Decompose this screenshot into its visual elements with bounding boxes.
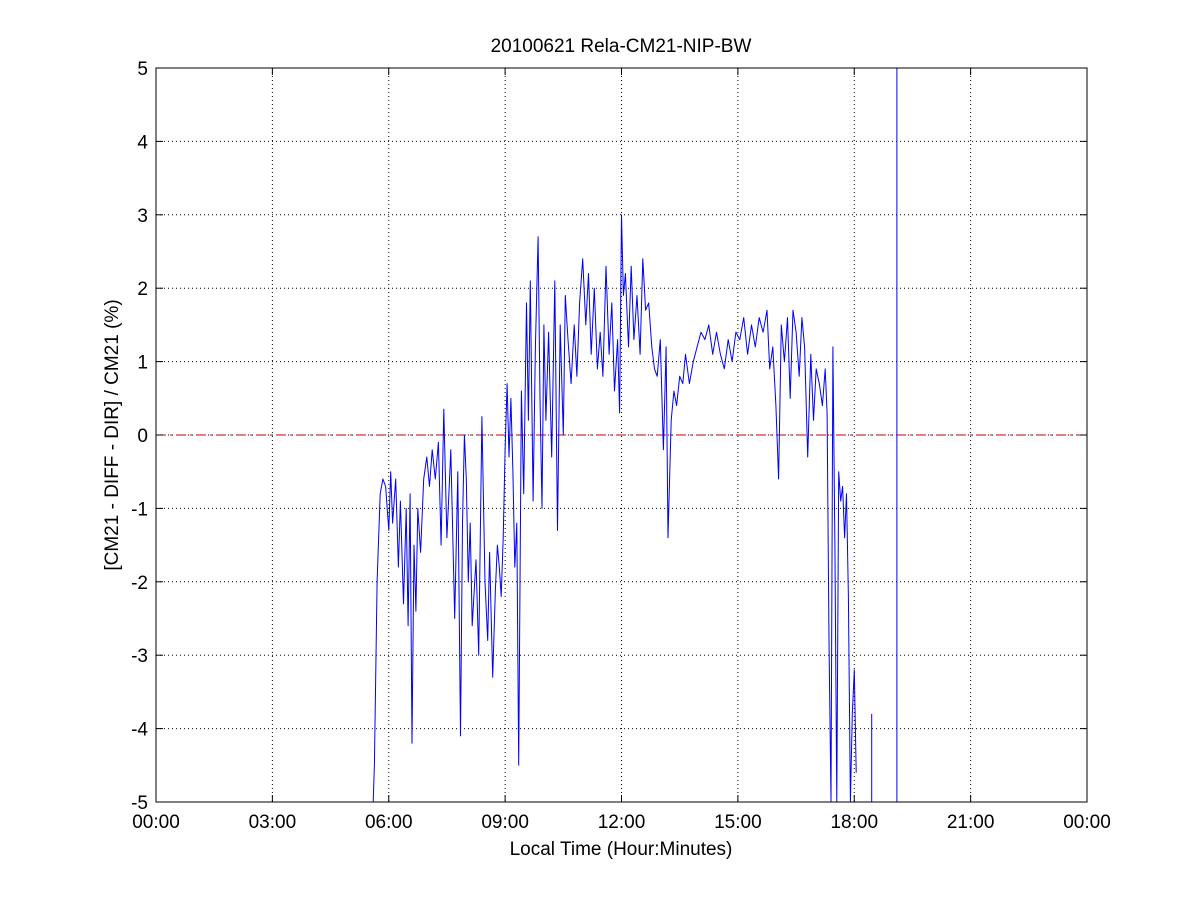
y-tick-label: -5 — [131, 793, 148, 814]
y-tick-labels: -5 -4 -3 -2 -1 0 1 2 3 4 5 — [131, 59, 148, 814]
y-tick-label: -1 — [131, 499, 148, 520]
x-tick-label: 12:00 — [598, 812, 646, 833]
x-axis-label: Local Time (Hour:Minutes) — [510, 839, 733, 860]
axis-ticks — [155, 67, 1088, 803]
y-tick-label: 3 — [137, 206, 148, 227]
series-line-1 — [372, 214, 857, 803]
chart-title: 20100621 Rela-CM21-NIP-BW — [491, 36, 752, 57]
y-tick-label: 4 — [137, 132, 148, 153]
x-tick-labels: 00:00 03:00 06:00 09:00 12:00 15:00 18:00 21:00… — [132, 812, 1111, 833]
y-tick-label: 0 — [137, 426, 148, 447]
x-tick-label: 18:00 — [830, 812, 878, 833]
y-tick-label: -3 — [131, 646, 148, 667]
x-tick-label: 21:00 — [947, 812, 995, 833]
data-series — [372, 68, 898, 803]
x-tick-label: 00:00 — [1063, 812, 1111, 833]
x-tick-label: 03:00 — [249, 812, 297, 833]
x-tick-label: 06:00 — [365, 812, 413, 833]
y-tick-label: 5 — [137, 59, 148, 80]
y-tick-label: 2 — [137, 279, 148, 300]
y-tick-label: 1 — [137, 353, 148, 374]
x-tick-label: 15:00 — [714, 812, 762, 833]
y-tick-label: -2 — [131, 573, 148, 594]
x-tick-label: 09:00 — [481, 812, 529, 833]
y-tick-label: -4 — [131, 720, 148, 741]
x-tick-label: 00:00 — [132, 812, 180, 833]
y-axis-label: [CM21 - DIFF - DIR] / CM21 (%) — [102, 299, 123, 570]
